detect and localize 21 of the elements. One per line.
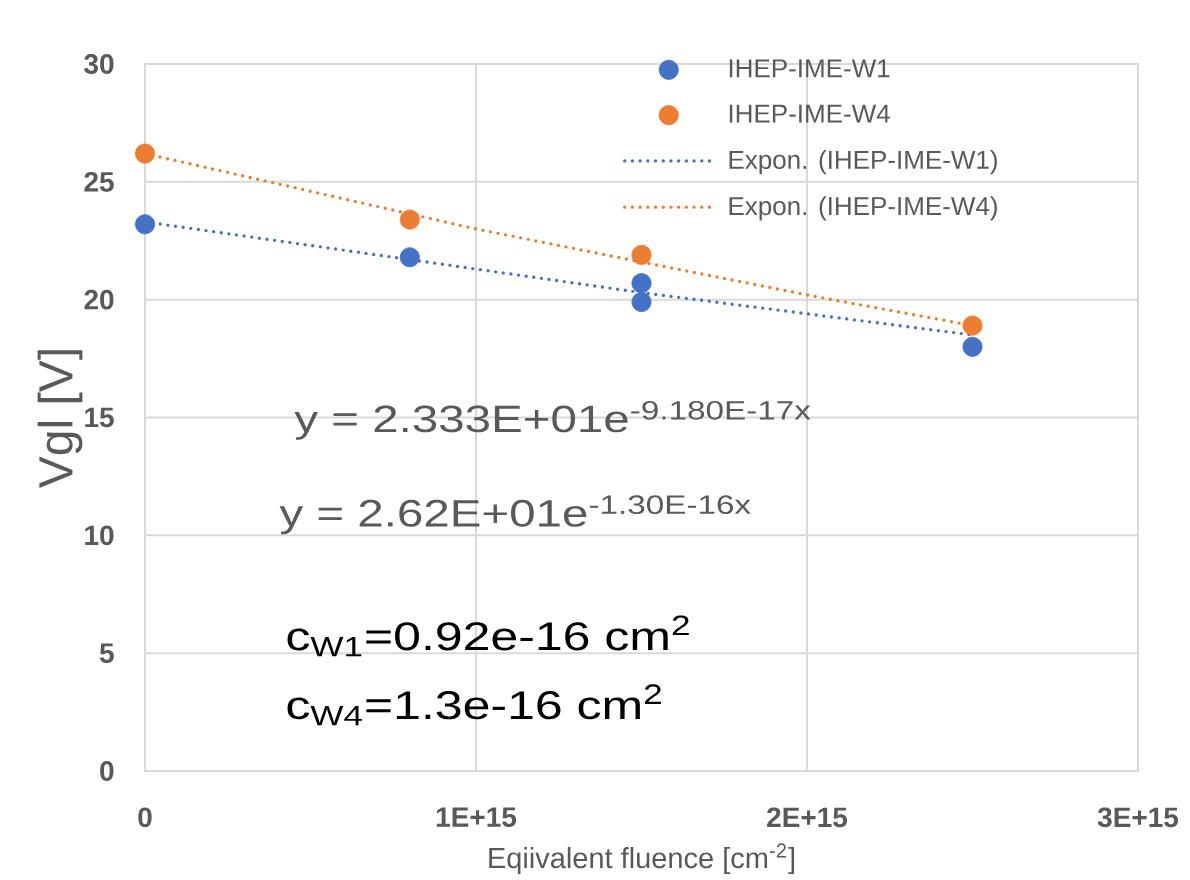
y-axis-title: Vgl [V]	[37, 350, 83, 488]
legend-label: Expon. (IHEP-IME-W1)	[729, 149, 997, 175]
y-tick-label: 20	[84, 289, 114, 310]
legend-label: IHEP-IME-W4	[729, 104, 890, 123]
y-tick-label: 5	[99, 643, 114, 663]
y-tick-label: 0	[100, 761, 114, 781]
y-tick-label: 15	[85, 407, 114, 428]
annotation: y = 2.333E+01e$^{-9.180E-17x}$	[294, 400, 811, 440]
annotation: c$_{W4}$=1.3e-16 cm$^{2}$	[287, 684, 661, 726]
legend-label: IHEP-IME-W1	[729, 59, 890, 78]
y-tick-label: 30	[84, 54, 114, 74]
legend-label: Expon. (IHEP-IME-W4)	[729, 196, 997, 221]
x-tick-label: 0	[138, 807, 152, 828]
y-tick-label: 25	[84, 171, 114, 192]
x-tick-label: 3E+15	[1097, 807, 1179, 828]
annotation: c$_{W1}$=0.92e-16 cm$^{2}$	[287, 615, 689, 657]
x-tick-label: 1E+15	[436, 807, 517, 827]
annotation: y = 2.62E+01e$^{-1.30E-16x}$	[279, 495, 751, 535]
x-axis-title: Eqiivalent fluence [cm$^{-2}$]	[489, 843, 795, 875]
x-tick-label: 2E+15	[767, 807, 848, 828]
y-tick-label: 10	[85, 525, 114, 546]
